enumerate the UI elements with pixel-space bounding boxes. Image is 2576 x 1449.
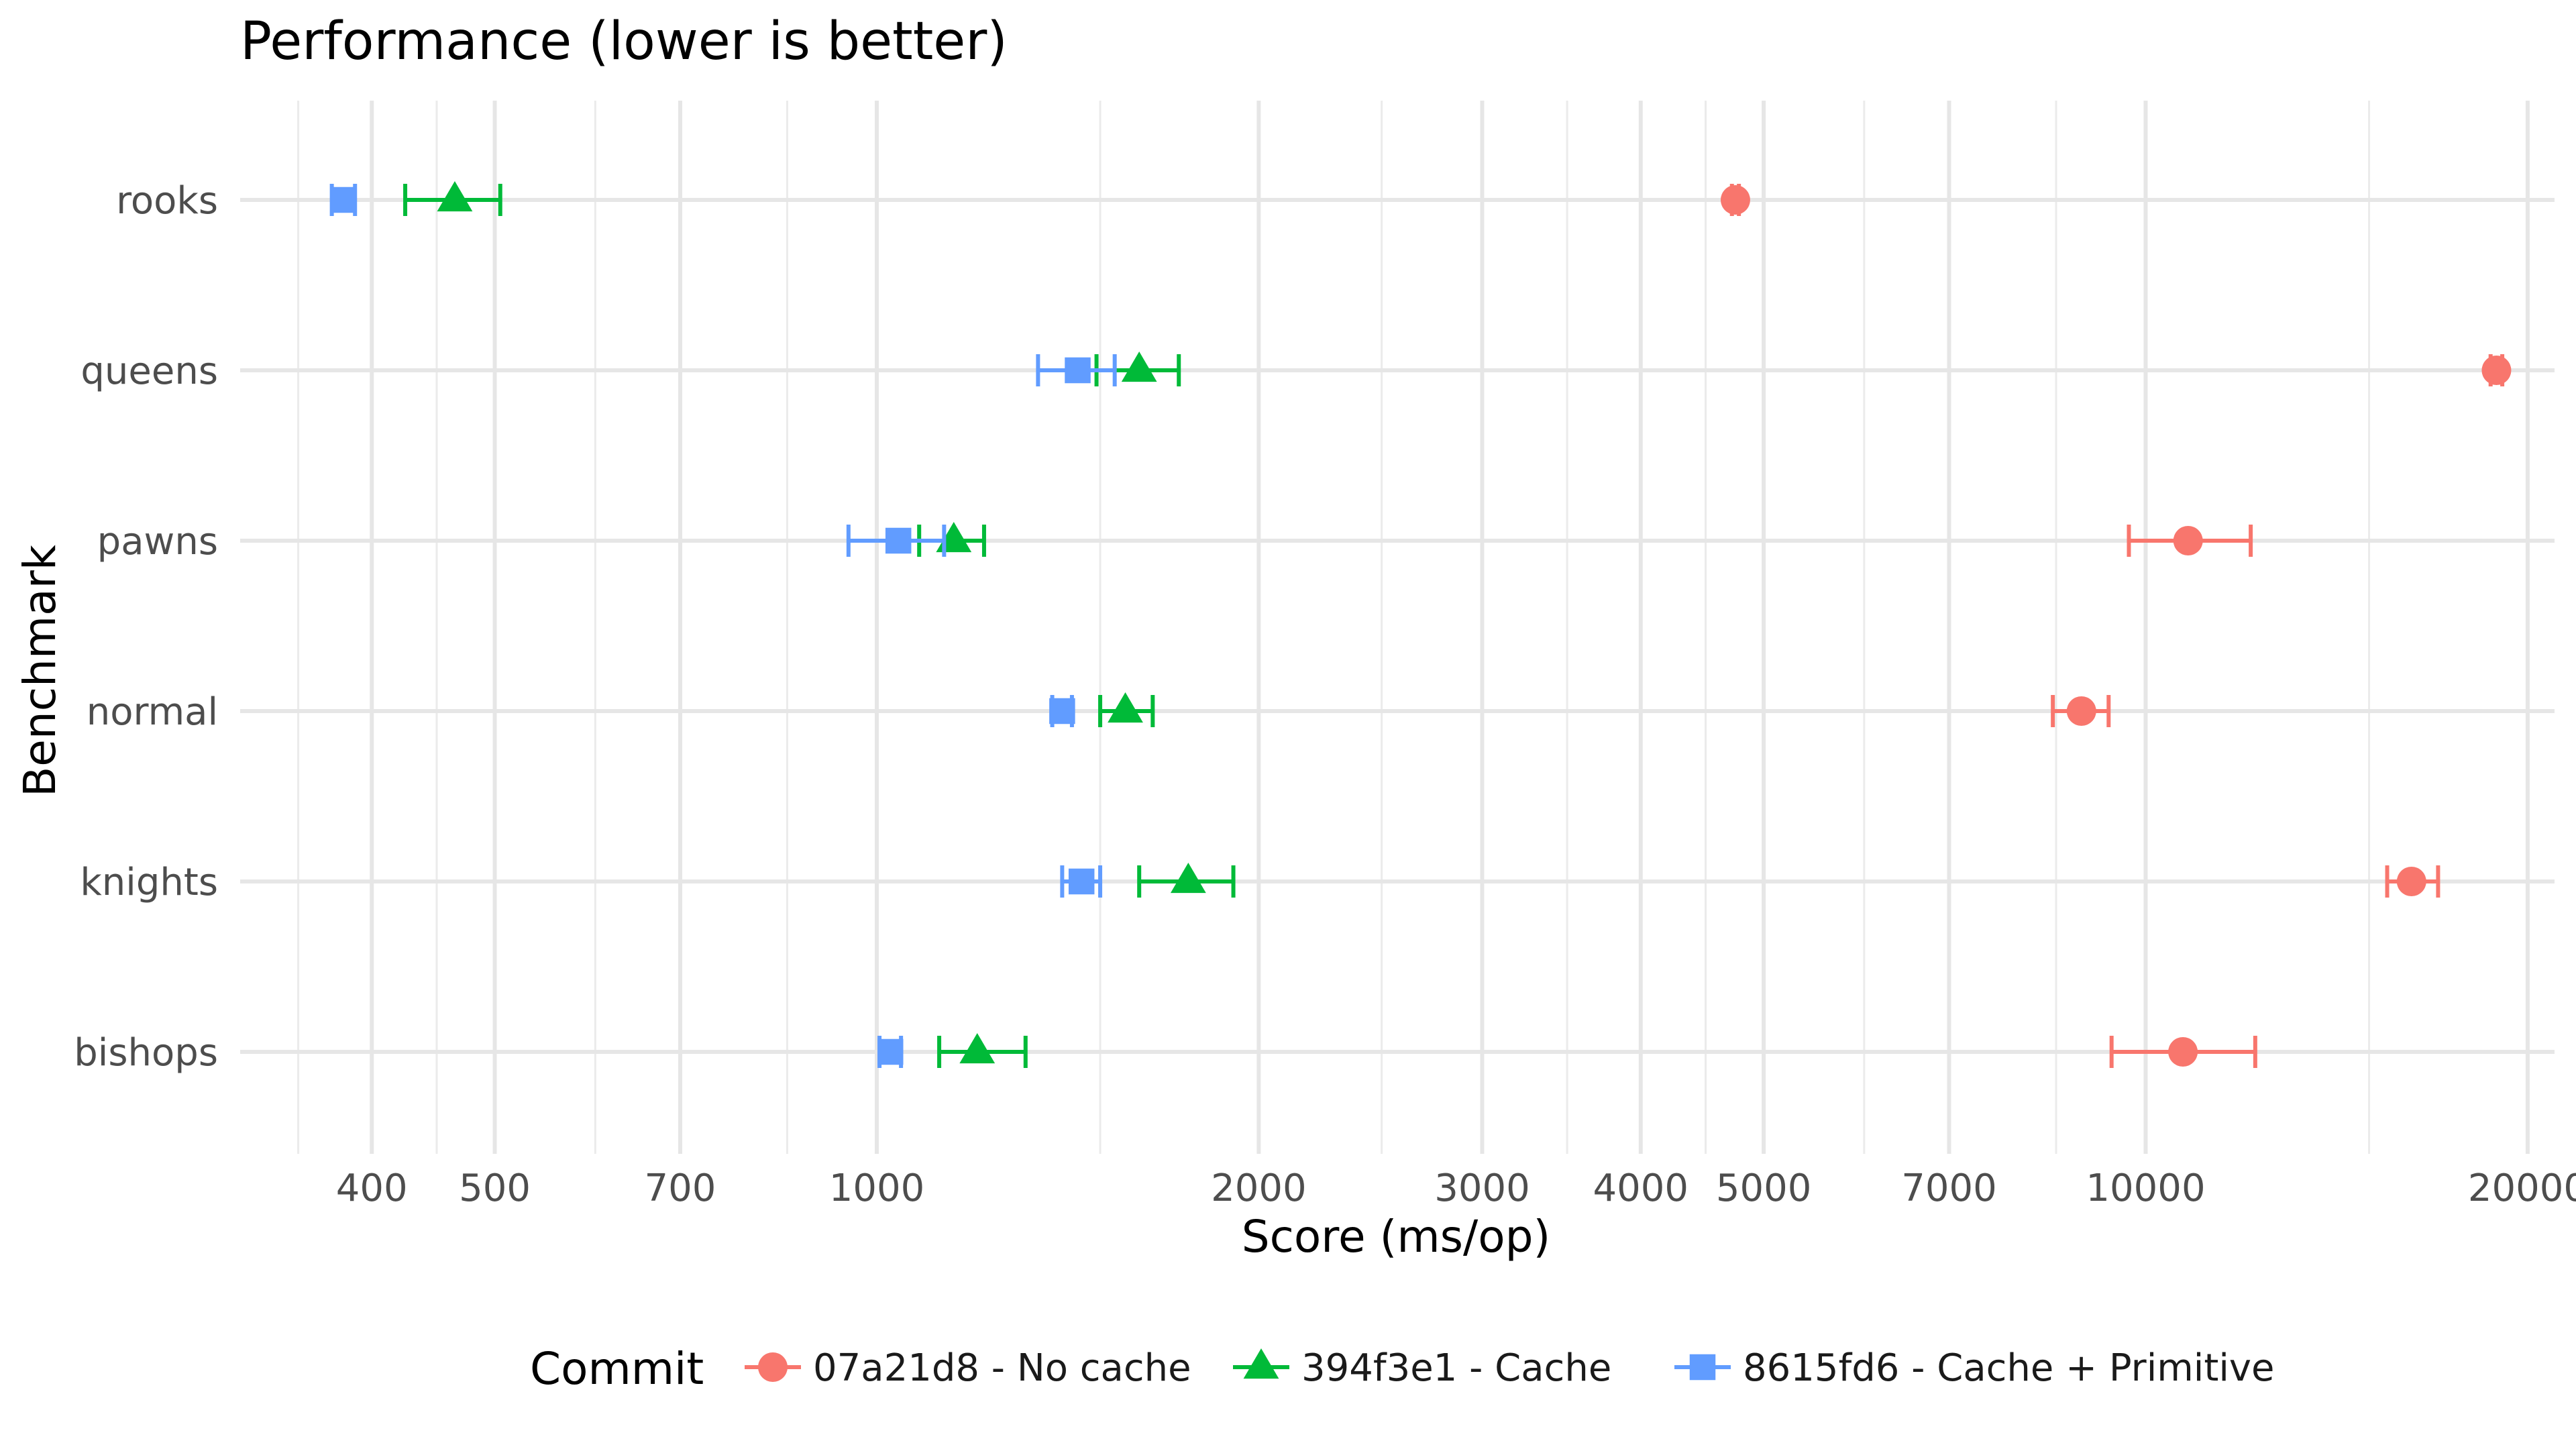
data-point-pawns — [2173, 526, 2203, 555]
y-tick-label: rooks — [116, 179, 218, 223]
series-square — [329, 184, 1117, 1068]
data-point-knights — [1068, 868, 1095, 895]
x-tick-label: 500 — [459, 1167, 531, 1210]
y-axis-tick-labels: bishops knights normal pawns queens rooks — [74, 179, 218, 1075]
data-point-rooks — [437, 181, 473, 212]
data-point-pawns — [885, 527, 912, 554]
legend-item: 07a21d8 - No cache — [745, 1346, 1191, 1390]
y-tick-label: queens — [80, 350, 218, 393]
legend-item: 394f3e1 - Cache — [1233, 1346, 1611, 1390]
x-tick-label: 3000 — [1434, 1167, 1530, 1210]
data-point-knights — [2396, 867, 2426, 896]
data-series — [329, 181, 2512, 1068]
legend-label: 8615fd6 - Cache + Primitive — [1743, 1346, 2274, 1390]
y-tick-label: pawns — [97, 520, 218, 564]
y-axis-title: Benchmark — [14, 544, 66, 797]
data-point-bishops — [959, 1033, 996, 1064]
data-point-normal — [2066, 696, 2096, 726]
data-point-normal — [1049, 698, 1075, 724]
data-point-queens — [1121, 352, 1157, 382]
x-tick-label: 10000 — [2086, 1167, 2205, 1210]
legend-label: 07a21d8 - No cache — [813, 1346, 1191, 1390]
legend-key-marker — [758, 1352, 788, 1382]
data-point-rooks — [330, 186, 357, 213]
x-axis-title: Score (ms/op) — [1242, 1211, 1551, 1263]
y-tick-label: normal — [87, 690, 218, 734]
x-tick-label: 1000 — [829, 1167, 925, 1210]
legend-item: 8615fd6 - Cache + Primitive — [1674, 1346, 2274, 1390]
x-tick-label: 5000 — [1716, 1167, 1812, 1210]
x-tick-label: 7000 — [1901, 1167, 1997, 1210]
legend-key-marker — [1243, 1348, 1279, 1379]
legend-title: Commit — [530, 1343, 704, 1395]
data-point-bishops — [2168, 1037, 2198, 1067]
x-tick-label: 400 — [336, 1167, 408, 1210]
x-tick-label: 4000 — [1593, 1167, 1689, 1210]
legend-label: 394f3e1 - Cache — [1301, 1346, 1611, 1390]
series-circle — [1720, 184, 2512, 1068]
data-point-rooks — [1720, 185, 1750, 215]
x-axis-tick-labels: 400 500 700 1000 2000 3000 4000 5000 7000 10000 20… — [336, 1167, 2576, 1210]
data-point-queens — [1065, 357, 1091, 384]
legend-key-marker — [1689, 1354, 1716, 1381]
y-tick-label: knights — [80, 861, 218, 904]
data-point-bishops — [877, 1038, 904, 1065]
data-point-queens — [2481, 356, 2512, 385]
x-tick-label: 20000 — [2468, 1167, 2576, 1210]
x-tick-label: 2000 — [1211, 1167, 1307, 1210]
legend: Commit 07a21d8 - No cache 394f3e1 - Cache… — [530, 1343, 2274, 1395]
y-tick-label: bishops — [74, 1031, 218, 1075]
data-point-knights — [1170, 863, 1206, 894]
chart-title: Performance (lower is better) — [240, 11, 1008, 72]
data-point-normal — [1108, 692, 1143, 723]
x-tick-label: 700 — [645, 1167, 716, 1210]
